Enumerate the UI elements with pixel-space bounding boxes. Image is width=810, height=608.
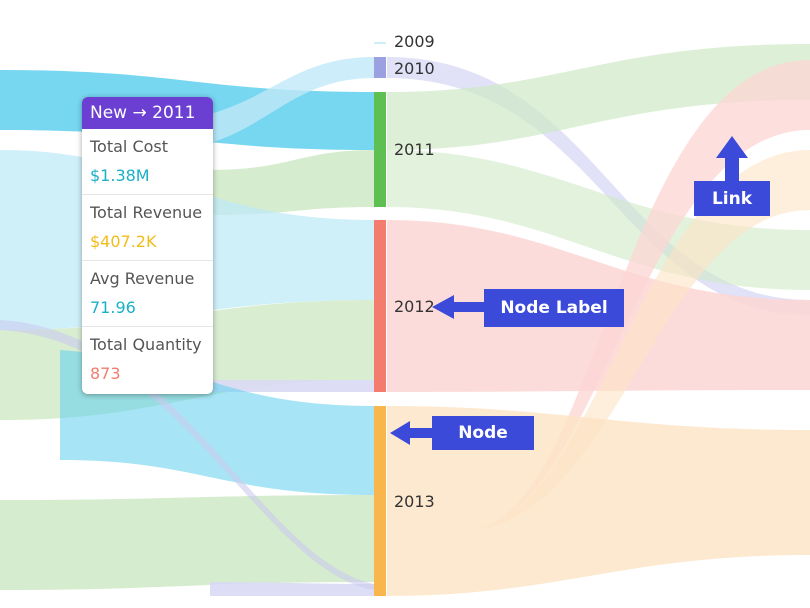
tooltip-value: 71.96 [90,298,136,317]
node-label-callout: Node Label [484,289,624,327]
node-label-2012: 2012 [394,297,435,316]
link-2011-out-a[interactable] [387,44,810,150]
tooltip-value: 873 [90,364,121,383]
link-2013-out-b[interactable] [470,150,810,530]
link-2012-out-b[interactable] [470,60,810,530]
tooltip-value: $1.38M [90,166,150,185]
tooltip-label: Total Quantity [90,335,202,354]
tooltip-row-total-quantity: Total Quantity 873 [82,327,213,393]
link-2013-out-a[interactable] [387,406,810,596]
nodes [374,42,386,596]
node-label-2009: 2009 [394,32,435,51]
tooltip-row-total-cost: Total Cost $1.38M [82,129,213,195]
node-callout: Node [432,416,534,450]
node-callout-arrow-icon [390,421,436,445]
tooltip-value: $407.2K [90,232,157,251]
tooltip-row-total-revenue: Total Revenue $407.2K [82,195,213,261]
link-to-2012-lavender[interactable] [210,380,374,392]
tooltip-label: Total Cost [90,137,169,156]
node-2009[interactable] [374,42,386,44]
link-thin-lavender[interactable] [0,320,374,590]
tooltip-label: Avg Revenue [90,269,195,288]
node-label-2013: 2013 [394,492,435,511]
node-2010[interactable] [374,57,386,78]
tooltip-title: New → 2011 [82,97,213,129]
tooltip-row-avg-revenue: Avg Revenue 71.96 [82,261,213,327]
link-callout: Link [694,181,770,216]
link-to-2010[interactable] [160,57,374,150]
tooltip-label: Total Revenue [90,203,203,222]
link-to-2013-green[interactable] [0,495,374,590]
link-to-2011-green[interactable] [210,150,374,215]
node-label-2011: 2011 [394,140,435,159]
link-tooltip: New → 2011 Total Cost $1.38M Total Reven… [82,97,213,394]
link-2010-out[interactable] [387,57,810,315]
node-2013[interactable] [374,406,386,596]
node-2012[interactable] [374,220,386,392]
link-callout-arrow-icon [716,136,748,182]
link-to-2013-lavender[interactable] [210,582,374,596]
node-2011[interactable] [374,92,386,207]
node-label-callout-arrow-icon [432,295,488,319]
node-label-2010: 2010 [394,59,435,78]
links-outgoing [387,44,810,596]
